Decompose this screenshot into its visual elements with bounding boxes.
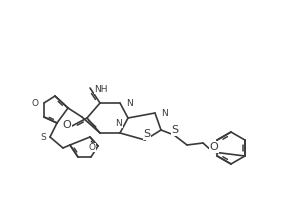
Text: N: N xyxy=(126,98,133,108)
Text: N: N xyxy=(161,110,168,118)
Text: O: O xyxy=(32,99,39,108)
Text: S: S xyxy=(40,134,46,142)
Text: NH: NH xyxy=(94,84,107,94)
Text: S: S xyxy=(171,125,178,135)
Text: O: O xyxy=(210,142,218,152)
Text: S: S xyxy=(143,129,151,139)
Text: O: O xyxy=(63,120,71,130)
Text: O: O xyxy=(88,143,95,152)
Text: N: N xyxy=(116,119,122,128)
